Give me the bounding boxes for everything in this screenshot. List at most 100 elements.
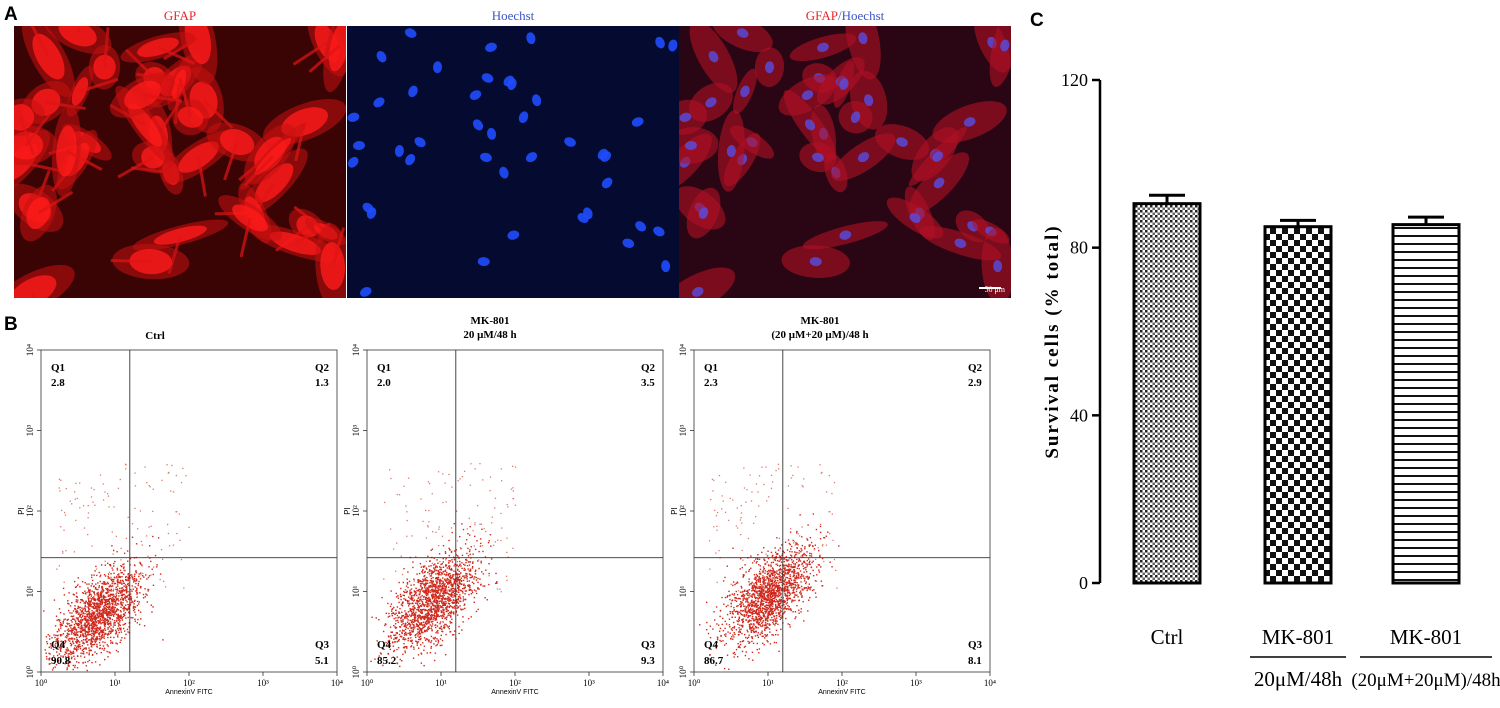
x-tick-label: 10²: [509, 678, 521, 688]
y-tick-label: 10⁴: [351, 344, 361, 356]
x-tick-label: 10³: [910, 678, 922, 688]
gfap-process: [331, 227, 346, 267]
gfap-process: [243, 155, 274, 187]
nucleus: [631, 117, 644, 127]
quadrant-label: Q4: [51, 639, 66, 651]
merge-nucleus: [764, 61, 775, 74]
merge-nucleus: [736, 28, 749, 38]
y-tick-label: 10⁰: [25, 665, 35, 678]
quadrant-label: Q2: [641, 362, 656, 374]
x-tick-label: 10⁰: [361, 678, 374, 688]
nucleus: [481, 73, 494, 83]
nucleus: [469, 90, 482, 101]
nucleus: [347, 112, 360, 122]
flow-title-mk801-20: MK-801 20 μM/48 h: [320, 314, 660, 342]
quadrant-label: Q3: [315, 639, 330, 651]
nucleus: [405, 154, 416, 166]
nucleus: [601, 177, 613, 189]
nucleus: [525, 152, 538, 163]
nucleus: [477, 257, 490, 267]
x-tick-label: 10⁴: [331, 678, 343, 688]
merge-nucleus: [812, 152, 824, 162]
merge-nucleus: [679, 112, 692, 122]
flow-plot-mk801-20-20: Q1 2.3 Q2 2.9 Q4 86.7 Q3 8.1 10⁰ 10¹ 10² 10³ 10⁴ 10⁰ 1…: [670, 344, 996, 696]
flow-title-mk801-20-line1: MK-801: [470, 315, 510, 327]
events: [370, 463, 517, 668]
nucleus: [366, 207, 377, 219]
gfap-cell-body: [58, 26, 97, 47]
x-tick-label: 10¹: [435, 678, 447, 688]
nucleus: [518, 111, 529, 124]
nucleus: [532, 94, 542, 107]
quadrant-label: Q1: [704, 362, 718, 374]
bar: [1391, 223, 1461, 585]
gfap-cell-body: [153, 225, 207, 245]
y-tick-label: 10³: [678, 424, 688, 436]
category-sublabel: (20μM+20μM)/48h: [1351, 670, 1500, 691]
x-tick-label: 10²: [836, 678, 848, 688]
quadrant-value: 2.8: [51, 377, 65, 389]
flow-title-mk801-20-20-line2: (20 μM+20 μM)/48 h: [771, 329, 869, 341]
gfap-process: [30, 26, 50, 58]
gfap-process: [197, 156, 207, 197]
category-label: MK-801: [1390, 625, 1462, 649]
gfap-process: [292, 41, 328, 66]
y-tick-label: 10³: [351, 424, 361, 436]
merge-nucleus: [726, 144, 736, 157]
nucleus: [655, 36, 665, 49]
flow-title-ctrl-line1: Ctrl: [145, 330, 165, 342]
plot-frame: [366, 349, 664, 673]
events: [43, 463, 190, 672]
x-tick-label: 10⁴: [657, 678, 669, 688]
flow-title-mk801-20-20-line1: MK-801: [800, 315, 840, 327]
nucleus: [480, 152, 492, 162]
nucleus: [394, 144, 404, 157]
quadrant-value: 86.7: [704, 655, 724, 667]
nucleus: [600, 151, 612, 162]
bar: [1263, 225, 1333, 585]
flow-title-mk801-20-line2: 20 μM/48 h: [463, 329, 517, 341]
quadrant-label: Q2: [315, 362, 330, 374]
quadrant-label: Q2: [968, 362, 983, 374]
y-tick-label: 10¹: [351, 585, 361, 597]
quadrant-value: 90.8: [51, 655, 71, 667]
gfap-process: [19, 116, 36, 156]
gfap-cell-body: [14, 275, 57, 298]
merge-nucleus: [932, 151, 944, 162]
merge-nucleus: [850, 111, 861, 124]
merge-nucleus: [993, 260, 1003, 273]
x-tick-label: 10³: [257, 678, 269, 688]
merge-nucleus: [1000, 39, 1010, 52]
gfap-process: [65, 149, 103, 171]
x-tick-label: 10²: [183, 678, 195, 688]
nucleus: [485, 42, 497, 52]
nucleus: [414, 137, 426, 148]
y-tick-label: 10²: [351, 505, 361, 517]
merge-title: GFAP/Hoechst: [679, 8, 1011, 24]
quadrant-label: Q1: [51, 362, 65, 374]
x-tick-label: 10⁰: [35, 678, 48, 688]
y-axis-label: PI: [17, 507, 26, 515]
nucleus: [432, 61, 443, 74]
y-tick-label: 0: [1079, 573, 1088, 593]
gfap-process: [31, 291, 35, 298]
category-sublabel: 20μM/48h: [1254, 667, 1343, 691]
y-tick-label: 10³: [25, 424, 35, 436]
quadrant-value: 2.3: [704, 377, 718, 389]
gfap-title: GFAP: [163, 8, 197, 23]
nucleus: [404, 28, 417, 38]
y-tick-label: 10⁴: [25, 344, 35, 356]
flow-title-mk801-20-20: MK-801 (20 μM+20 μM)/48 h: [650, 314, 990, 342]
flow-plot-ctrl: Q1 2.8 Q2 1.3 Q4 90.8 Q3 5.1 10⁰ 10¹ 10² 10³ 10⁴ 10⁰ 1…: [17, 344, 343, 696]
merge-nucleus: [839, 78, 849, 90]
y-axis-label: PI: [343, 507, 352, 515]
quadrant-label: Q4: [704, 639, 719, 651]
y-axis-label: PI: [670, 507, 679, 515]
nucleus: [487, 127, 497, 140]
gfap-process: [37, 190, 74, 215]
gfap-process: [239, 217, 252, 258]
x-tick-label: 10⁰: [688, 678, 701, 688]
quadrant-value: 8.1: [968, 655, 982, 667]
merge-nucleus: [857, 152, 870, 163]
bar: [1132, 202, 1202, 585]
